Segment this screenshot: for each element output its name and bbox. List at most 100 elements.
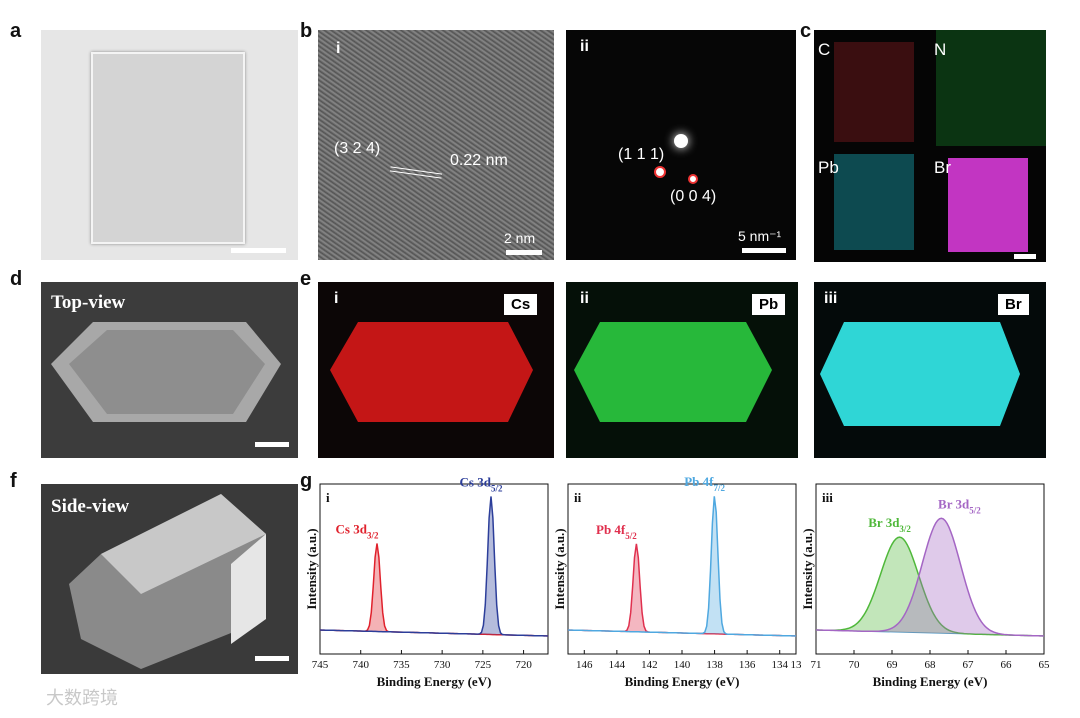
- x-axis-label: Binding Energy (eV): [377, 674, 492, 689]
- eds-map-pb: ii Pb: [566, 282, 798, 458]
- map-bromine: [948, 158, 1028, 252]
- x-tick-label: 146: [576, 659, 593, 671]
- y-axis-label: Intensity (a.u.): [800, 528, 815, 609]
- peak-label: Cs 3d5/2: [460, 476, 503, 494]
- x-tick-label: 725: [475, 659, 492, 671]
- plane-label: (3 2 4): [334, 140, 381, 157]
- x-tick-label: 71: [811, 659, 822, 671]
- peak-fill: [320, 496, 548, 636]
- cs-map-shape: [330, 322, 533, 422]
- scale-bar-d: [255, 442, 289, 447]
- spot-2: [688, 174, 698, 184]
- x-tick-label: 740: [352, 659, 369, 671]
- side-view-title: Side-view: [51, 496, 130, 517]
- map-label-br: Br: [934, 158, 951, 177]
- panel-label-f: f: [10, 470, 17, 492]
- peak-fill: [320, 543, 548, 636]
- panel-label-a: a: [10, 20, 22, 42]
- peak-label: Pb 4f7/2: [684, 476, 725, 493]
- map-carbon: [834, 42, 914, 142]
- x-tick-label: 140: [674, 659, 691, 671]
- peak-line: [567, 496, 797, 637]
- saed-pattern: ii (1 1 1) (0 0 4) 5 nm⁻¹: [566, 30, 796, 260]
- xps-roman: ii: [574, 490, 582, 505]
- x-tick-label: 745: [312, 659, 329, 671]
- peak-label: Cs 3d3/2: [336, 522, 379, 541]
- plot-frame: [319, 483, 549, 655]
- peak-fill: [816, 537, 1044, 636]
- scale-bar-b-ii: [742, 248, 786, 253]
- eds-map-br: iii Br: [814, 282, 1046, 458]
- x-tick-label: 67: [963, 659, 975, 671]
- roman-b-ii: ii: [580, 38, 589, 55]
- x-axis-label: Binding Energy (eV): [625, 674, 740, 689]
- scale-bar-c: [1014, 254, 1036, 259]
- peak-label: Br 3d3/2: [868, 515, 911, 534]
- peak-line: [816, 517, 1045, 637]
- panel-label-d: d: [10, 268, 23, 290]
- plot-frame: [567, 483, 797, 655]
- scale-bar-b-i: [506, 250, 542, 255]
- peak-fill: [568, 543, 796, 636]
- x-tick-label: 144: [609, 659, 626, 671]
- xps-panel-i: 745 740 735 730 725 720 Binding Energy (eV) Int…: [306, 476, 549, 689]
- x-tick-label: 142: [641, 659, 658, 671]
- x-tick-label: 65: [1039, 659, 1051, 671]
- roman-e-iii: iii: [824, 290, 838, 307]
- map-label-n: N: [934, 40, 947, 59]
- br-map-shape: [820, 322, 1020, 426]
- x-tick-label: 69: [887, 659, 899, 671]
- x-tick-label: 138: [706, 659, 723, 671]
- panel-label-c: c: [800, 20, 812, 42]
- peak-label-sub: 5/2: [491, 484, 503, 494]
- xps-chart: 745 740 735 730 725 720 Binding Energy (eV) Int…: [306, 476, 1051, 689]
- x-tick-label: 735: [393, 659, 410, 671]
- sem-image-a: [41, 30, 298, 260]
- peak-label: Br 3d5/2: [938, 496, 981, 515]
- crystal-top: [51, 322, 281, 422]
- x-tick-label: 13: [791, 659, 803, 671]
- panel-label-b: b: [300, 20, 313, 42]
- map-label-c: C: [818, 40, 831, 59]
- peak-line: [319, 543, 549, 637]
- tag-br: Br: [998, 294, 1029, 315]
- central-beam: [674, 134, 688, 148]
- top-view-title: Top-view: [51, 292, 126, 313]
- xps-roman: i: [326, 490, 330, 505]
- eds-map-c: C N Pb Br: [814, 30, 1046, 262]
- pb-map-shape: [574, 322, 772, 422]
- scale-bar: [231, 248, 286, 253]
- sem-top-view: Top-view: [41, 282, 298, 458]
- y-axis-label: Intensity (a.u.): [306, 528, 319, 609]
- x-axis-label: Binding Energy (eV): [873, 674, 988, 689]
- roman-b-i: i: [336, 40, 341, 57]
- roman-e-i: i: [334, 290, 339, 307]
- x-tick-label: 136: [739, 659, 756, 671]
- map-nitrogen: [936, 30, 1046, 146]
- x-tick-label: 720: [515, 659, 532, 671]
- eds-map-cs: i Cs: [318, 282, 554, 458]
- x-tick-label: 134: [771, 659, 788, 671]
- map-label-pb: Pb: [818, 158, 839, 177]
- panel-label-e: e: [300, 268, 312, 290]
- peak-fill: [568, 496, 796, 636]
- peak-label-sub: 7/2: [713, 483, 725, 493]
- lattice-marker: [389, 166, 443, 179]
- scale-label-b-ii: 5 nm⁻¹: [738, 228, 782, 244]
- map-lead: [834, 154, 914, 250]
- peak-line: [319, 496, 549, 637]
- scale-label-b-i: 2 nm: [504, 230, 536, 246]
- x-tick-label: 70: [849, 659, 861, 671]
- tag-cs: Cs: [504, 294, 538, 315]
- xps-roman: iii: [822, 490, 833, 505]
- scale-bar-f: [255, 656, 289, 661]
- peak-fill: [816, 518, 1044, 636]
- spot-label-1: (1 1 1): [618, 146, 665, 163]
- peak-label-sub: 3/2: [899, 524, 911, 534]
- cube-face: [91, 52, 245, 244]
- panel-label-g: g: [300, 470, 313, 492]
- spot-label-2: (0 0 4): [670, 188, 717, 205]
- spacing-label: 0.22 nm: [450, 152, 508, 169]
- xps-panel-iii: 71 70 69 68 67 66 65 Binding Energy (eV) Intensi…: [800, 483, 1051, 689]
- x-tick-label: 66: [1001, 659, 1013, 671]
